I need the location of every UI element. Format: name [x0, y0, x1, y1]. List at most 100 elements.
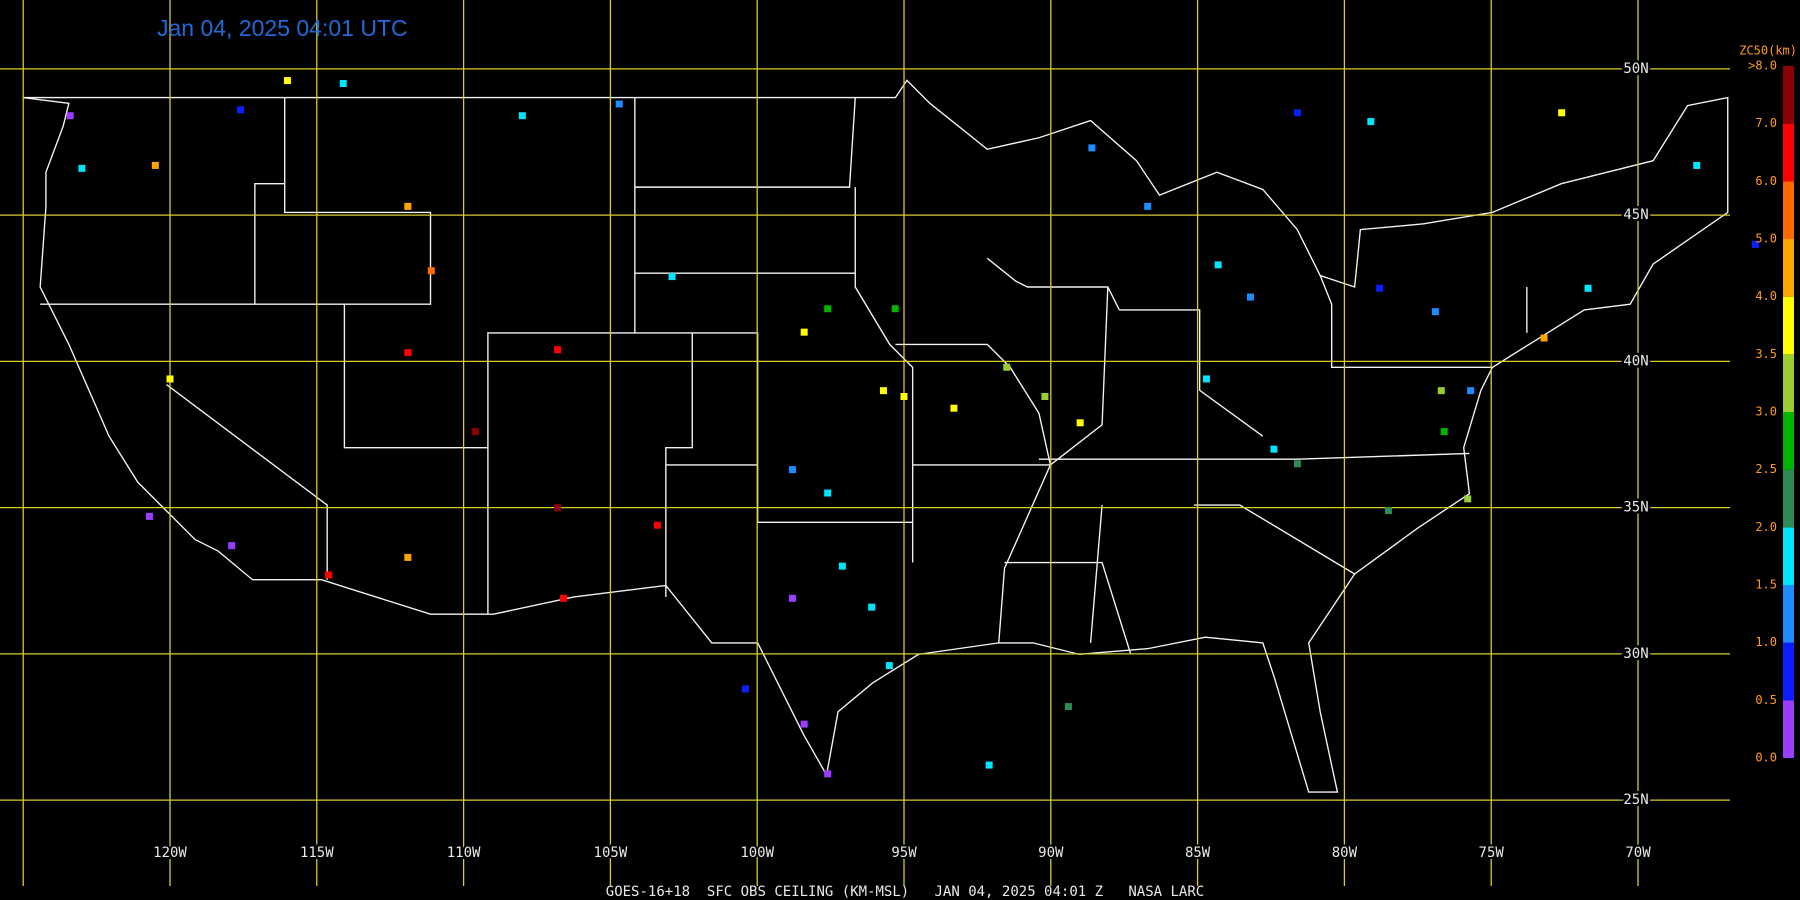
station	[1202, 375, 1210, 383]
longitude-label: 80W	[1332, 845, 1358, 861]
footer: GOES-16+18 SFC OBS CEILING (KM-MSL) JAN …	[606, 884, 1204, 900]
station	[824, 770, 832, 778]
latitude-label: 45N	[1623, 207, 1648, 223]
stations	[66, 77, 1759, 778]
station	[653, 521, 661, 529]
longitude-label: 75W	[1479, 845, 1505, 861]
colorbar-label: 6.0	[1755, 174, 1777, 188]
colorbar-label: 1.5	[1755, 578, 1777, 592]
latitude-label: 35N	[1623, 500, 1648, 516]
station	[668, 273, 676, 281]
colorbar-segment	[1783, 642, 1794, 701]
station	[1041, 393, 1049, 400]
station	[615, 100, 623, 108]
colorbar-title: ZC50(km)	[1739, 44, 1797, 58]
longitude-label: 70W	[1625, 845, 1651, 861]
station	[741, 685, 749, 693]
station	[1584, 284, 1592, 292]
station	[1693, 161, 1701, 169]
longitude-label: 110W	[447, 845, 481, 861]
longitude-label: 90W	[1038, 845, 1064, 861]
station	[879, 387, 887, 395]
station	[1003, 363, 1011, 371]
longitude-label: 85W	[1185, 845, 1211, 861]
station	[518, 112, 526, 120]
colorbar-segment	[1783, 527, 1794, 585]
graticule: 120W 115W 110W 105W 100W 95W 90W 85W 80W 75W 70W 50…	[0, 0, 1730, 886]
station	[427, 267, 435, 275]
station	[78, 164, 86, 172]
station	[824, 305, 832, 313]
station	[900, 393, 908, 400]
colorbar-segment	[1783, 181, 1794, 239]
station	[151, 161, 159, 169]
station	[788, 466, 796, 474]
station	[1144, 202, 1152, 210]
colorbar-segment	[1783, 354, 1794, 412]
station	[554, 346, 562, 354]
station	[1214, 261, 1222, 269]
station	[559, 594, 567, 602]
longitude-label: 115W	[300, 845, 334, 861]
station	[1431, 308, 1439, 316]
station	[228, 542, 236, 550]
station	[1293, 109, 1301, 117]
station	[325, 571, 333, 579]
station	[236, 106, 244, 114]
colorbar-segment	[1783, 412, 1794, 470]
colorbar-segment	[1783, 469, 1794, 528]
station	[1558, 109, 1566, 117]
station	[145, 512, 153, 520]
station	[885, 662, 893, 670]
longitude-label: 120W	[153, 845, 187, 861]
station	[1437, 387, 1445, 395]
station	[838, 562, 846, 570]
latitude-label: 50N	[1623, 61, 1648, 77]
latitude-label: 40N	[1623, 353, 1648, 369]
longitude-label: 105W	[594, 845, 628, 861]
colorbar-segment	[1783, 123, 1794, 182]
station	[283, 77, 291, 85]
station	[66, 112, 74, 120]
colorbar-label: 2.5	[1755, 462, 1777, 476]
map-title: Jan 04, 2025 04:01 UTC	[157, 15, 408, 41]
country-outline	[22, 79, 1729, 793]
station	[1540, 334, 1548, 342]
station	[1367, 118, 1375, 126]
colorbar-label: 4.0	[1755, 289, 1777, 303]
colorbar-label: 5.0	[1755, 232, 1777, 246]
station	[166, 375, 174, 383]
colorbar-label: 3.0	[1755, 405, 1777, 419]
colorbar-label: 2.0	[1755, 520, 1777, 534]
longitude-label: 95W	[891, 845, 917, 861]
station	[1376, 284, 1384, 292]
station	[1384, 507, 1392, 515]
station	[800, 328, 808, 336]
station	[1467, 387, 1475, 395]
longitude-label: 100W	[740, 845, 774, 861]
colorbar-label: 1.0	[1755, 635, 1777, 649]
colorbar-label: 3.5	[1755, 347, 1777, 361]
station	[554, 504, 562, 512]
colorbar-label: 0.0	[1755, 751, 1777, 765]
station	[788, 594, 796, 602]
station	[1246, 293, 1254, 301]
station	[471, 428, 479, 436]
colorbar-segment	[1783, 296, 1794, 355]
station	[404, 553, 412, 561]
colorbar-segment	[1783, 700, 1794, 758]
latitude-label: 30N	[1623, 646, 1648, 662]
station	[891, 305, 899, 313]
latitude-label: 25N	[1623, 792, 1648, 808]
station	[1088, 144, 1096, 152]
station	[800, 720, 808, 728]
station	[1751, 240, 1759, 248]
station	[1293, 460, 1301, 468]
station	[950, 404, 958, 412]
colorbar-segment	[1783, 239, 1794, 297]
station	[404, 349, 412, 357]
colorbar-label: 0.5	[1755, 693, 1777, 707]
station	[1076, 419, 1084, 427]
